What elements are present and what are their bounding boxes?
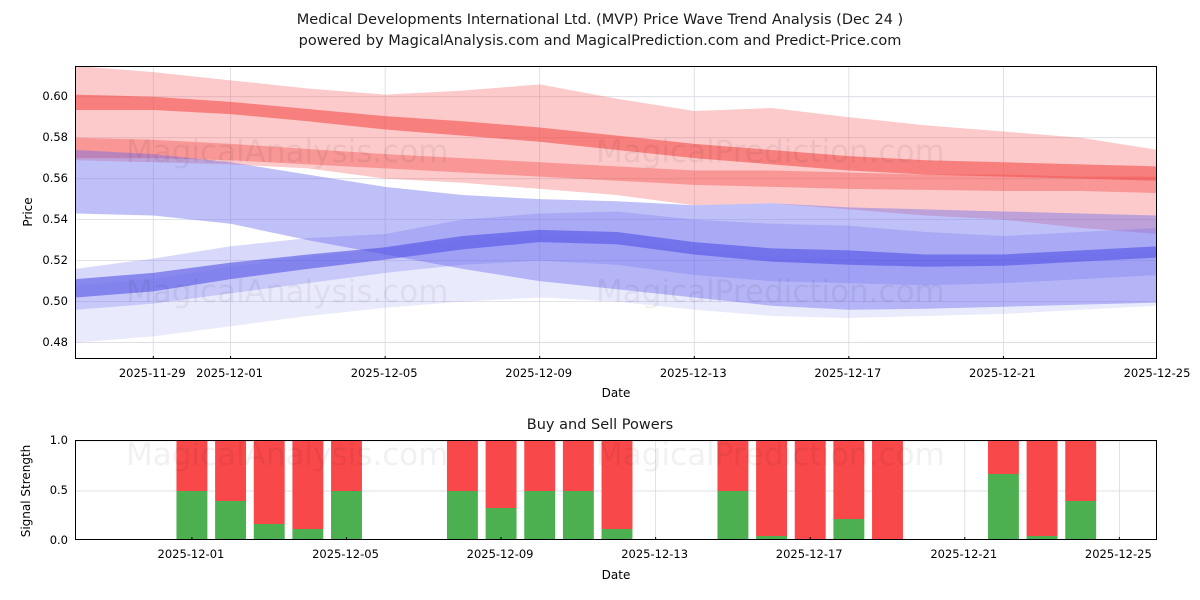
sell-power-bar: [601, 441, 633, 529]
band-bull-lower-halo: [76, 236, 1156, 343]
date-tick-label: 2025-12-25: [1084, 547, 1152, 561]
price-tick-label: 0.56: [42, 170, 68, 185]
buy-power-bar: [1026, 536, 1058, 539]
band-bear-core-band: [76, 94, 1156, 181]
date-tick-label: 2025-12-05: [312, 547, 379, 561]
buy-power-bar: [253, 524, 285, 539]
buy-power-bar: [562, 491, 594, 539]
buy-power-bar: [524, 491, 556, 539]
buy-sell-title: Buy and Sell Powers: [526, 417, 674, 433]
sell-power-bar: [872, 441, 903, 539]
sell-power-bar: [524, 441, 556, 491]
band-bull-core-band: [76, 229, 1156, 298]
buy-power-bar: [446, 491, 478, 539]
buy-power-bar: [292, 529, 324, 539]
sell-power-bar: [215, 441, 247, 501]
sell-power-bar: [176, 441, 208, 491]
buy-power-bar: [601, 529, 633, 539]
price-tick-label: 0.52: [42, 252, 68, 267]
date-tick-label: 2025-12-09: [505, 366, 573, 380]
date-tick-label: 2025-12-21: [930, 547, 998, 561]
signal-tick-label: 0.5: [49, 483, 68, 497]
buy-power-bar: [331, 491, 362, 539]
buy-power-bar: [756, 536, 788, 539]
date-tick-label: 2025-12-21: [969, 366, 1036, 380]
title-line-2: powered by MagicalAnalysis.com and Magic…: [298, 33, 902, 49]
date-tick-label: 2025-12-01: [196, 366, 263, 380]
date-tick-label: 2025-12-09: [466, 547, 534, 561]
date-axis-label-top: Date: [601, 386, 631, 400]
sell-power-bar: [987, 441, 1019, 474]
sell-power-bar: [331, 441, 362, 491]
sell-power-bar: [833, 441, 865, 519]
price-wave-svg: [76, 67, 1156, 358]
signal-tick-label: 1.0: [49, 433, 68, 447]
date-tick-label: 2025-11-29: [118, 366, 186, 380]
sell-power-bar: [717, 441, 749, 491]
price-tick-label: 0.54: [42, 211, 68, 226]
date-axis-label-bottom: Date: [601, 568, 631, 582]
sell-power-bar: [485, 441, 517, 508]
price-wave-chart-panel: MagicalAnalysis.com MagicalPrediction.co…: [75, 66, 1157, 359]
buy-sell-chart-panel: MagicalAnalysis.com MagicalPrediction.co…: [75, 440, 1157, 540]
buy-power-bar: [833, 519, 865, 539]
sell-power-bar: [756, 441, 788, 536]
sell-power-bar: [292, 441, 324, 529]
band-bear-outer-band: [76, 67, 1156, 234]
buy-power-bar: [215, 501, 247, 539]
sell-power-bar: [562, 441, 594, 491]
sell-power-bar: [253, 441, 285, 524]
buy-sell-svg: [76, 441, 1156, 539]
page-title: Medical Developments International Ltd. …: [0, 10, 1200, 52]
sell-power-bar: [446, 441, 478, 491]
date-tick-label: 2025-12-17: [814, 366, 882, 380]
date-tick-label: 2025-12-13: [659, 366, 727, 380]
buy-power-bar: [176, 491, 208, 539]
price-tick-label: 0.58: [42, 129, 68, 144]
band-bull-outer-band: [76, 149, 1156, 310]
band-bear-mid-band: [76, 137, 1156, 193]
date-tick-label: 2025-12-05: [350, 366, 418, 380]
price-tick-label: 0.60: [42, 88, 68, 103]
signal-tick-label: 0.0: [49, 533, 68, 547]
buy-power-bar: [987, 474, 1019, 539]
band-bull-spread-band: [76, 211, 1156, 310]
date-tick-label: 2025-12-01: [157, 547, 225, 561]
date-tick-label: 2025-12-25: [1123, 366, 1191, 380]
title-line-1: Medical Developments International Ltd. …: [296, 12, 904, 28]
price-tick-label: 0.48: [42, 334, 68, 349]
buy-power-bar: [485, 508, 517, 539]
sell-power-bar: [1026, 441, 1058, 536]
buy-power-bar: [717, 491, 749, 539]
sell-power-bar: [794, 441, 826, 539]
price-tick-label: 0.50: [42, 293, 68, 308]
date-tick-label: 2025-12-17: [775, 547, 843, 561]
sell-power-bar: [1065, 441, 1097, 501]
date-tick-label: 2025-12-13: [621, 547, 689, 561]
buy-power-bar: [1065, 501, 1097, 539]
